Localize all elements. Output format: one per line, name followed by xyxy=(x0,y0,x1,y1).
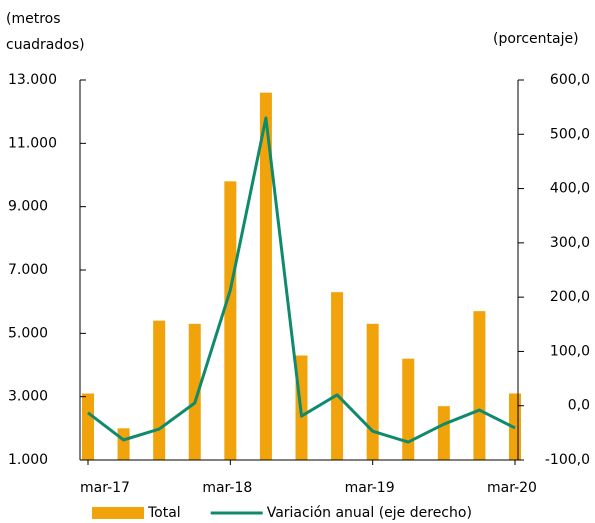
y2-tick-label: 600,0 xyxy=(550,72,590,88)
bar xyxy=(224,181,237,461)
bar xyxy=(82,393,94,460)
x-tick-label: mar-17 xyxy=(80,480,130,496)
bar xyxy=(331,292,344,460)
y-tick-label: 9.000 xyxy=(8,199,48,215)
y-tick-label: 11.000 xyxy=(8,135,57,151)
bar xyxy=(188,323,201,460)
y-tick-label: 7.000 xyxy=(8,262,48,278)
y2-tick-label: 300,0 xyxy=(550,235,590,251)
y-axis-label: (metros cuadrados) xyxy=(6,11,85,53)
legend-swatch xyxy=(92,507,144,519)
line xyxy=(87,116,516,444)
bar xyxy=(117,428,130,460)
x-tick-label: mar-18 xyxy=(202,480,252,496)
y-tick-label: 1.000 xyxy=(8,452,48,468)
legend-label: Total xyxy=(147,505,181,521)
y2-tick-label: 500,0 xyxy=(550,126,590,142)
y2-tick-label: 100,0 xyxy=(550,343,590,359)
x-tick-label: mar-20 xyxy=(487,480,537,496)
bar xyxy=(473,311,486,460)
bar xyxy=(437,406,450,460)
x-tick-label: mar-19 xyxy=(345,480,395,496)
bar xyxy=(153,320,166,460)
legend-label: Variación anual (eje derecho) xyxy=(267,505,472,521)
y-tick-label: 13.000 xyxy=(8,72,57,88)
y2-tick-label: -100,0 xyxy=(545,452,590,468)
y-tick-label: 5.000 xyxy=(8,325,48,341)
y2-tick-label: 0,0 xyxy=(568,398,590,414)
y2-tick-label: 400,0 xyxy=(550,181,590,197)
bar xyxy=(402,358,415,460)
y2-axis-label: (porcentaje) xyxy=(493,31,579,47)
y-tick-label: 3.000 xyxy=(8,389,48,405)
y2-tick-label: 200,0 xyxy=(550,289,590,305)
bar xyxy=(259,92,272,461)
bar xyxy=(366,323,379,460)
